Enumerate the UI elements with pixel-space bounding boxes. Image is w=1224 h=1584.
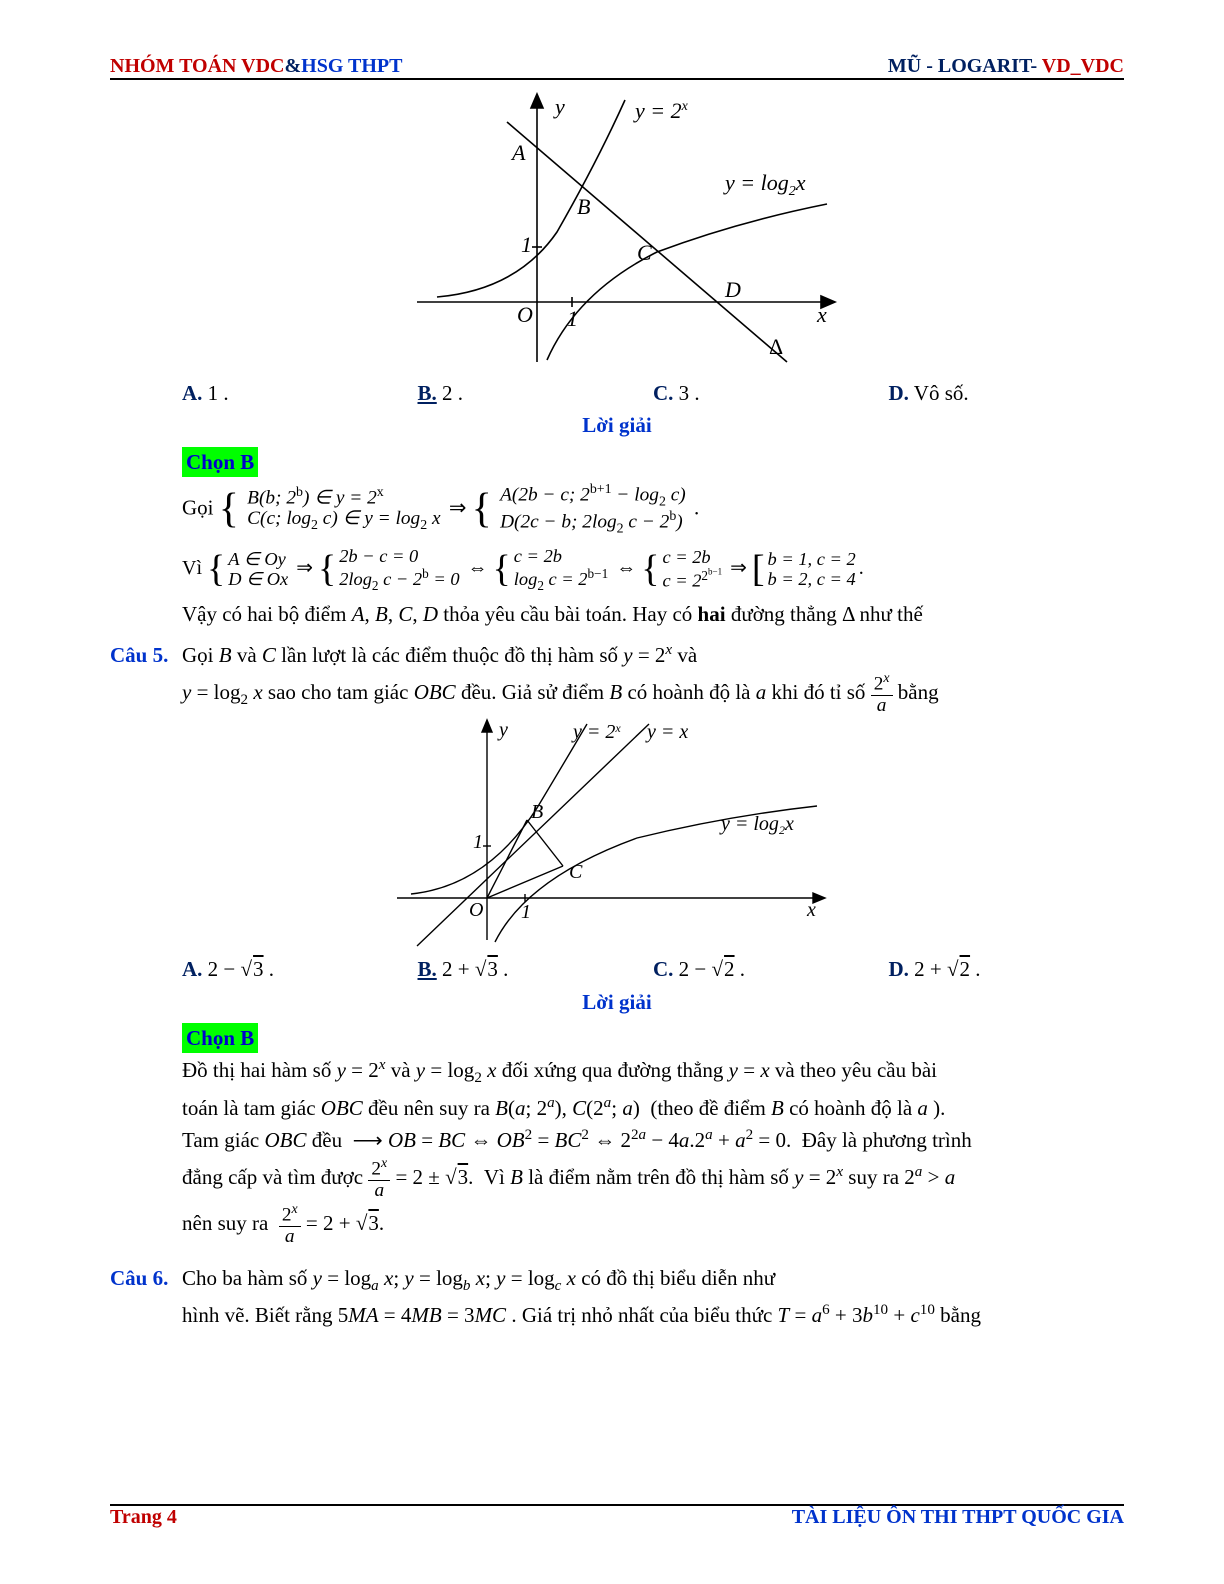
footer-page-number: Trang 4 [110, 1503, 177, 1532]
q5-sol-1: Đồ thị hai hàm số y = 2x và y = log2 x đ… [182, 1055, 1124, 1090]
q5-options: A. 2 − √3 . B. 2 + √3 . C. 2 − √2 . D. 2… [182, 954, 1124, 984]
svg-text:A: A [510, 140, 526, 165]
q4-option-c: C. 3 . [653, 378, 889, 408]
header-topic-1: MŨ - LOGARIT- [888, 55, 1042, 77]
svg-text:C: C [637, 240, 652, 265]
loi-giai-2: Lời giải [110, 987, 1124, 1017]
svg-text:y = log2x: y = log2x [723, 170, 806, 199]
q4-option-b: B. 2 . [418, 378, 654, 408]
svg-text:x: x [806, 899, 816, 921]
svg-text:x: x [816, 302, 827, 327]
q5-option-c: C. 2 − √2 . [653, 954, 889, 984]
content-area: y x O 1 1 A B C D Δ y = 2x y = log2x A. … [110, 92, 1124, 1333]
svg-text:y: y [497, 719, 508, 741]
svg-text:Δ: Δ [769, 334, 783, 359]
svg-text:1: 1 [521, 232, 532, 257]
svg-text:C: C [569, 861, 583, 883]
q5-sol-5: nên suy ra 2xa = 2 + √3. [182, 1203, 1124, 1247]
svg-text:1: 1 [567, 306, 578, 331]
svg-text:1: 1 [521, 901, 531, 923]
q5-option-a: A. 2 − √3 . [182, 954, 418, 984]
header-group-name: NHÓM TOÁN VDC [110, 55, 284, 77]
q4-option-d: D. Vô số. [889, 378, 1125, 408]
q5-label: Câu 5. [110, 640, 182, 670]
q5-sol-3: Tam giác OBC đều ⟶ OB = BC ⇔ OB2 = BC2 ⇔… [182, 1125, 1124, 1155]
svg-text:y: y [553, 94, 565, 119]
svg-text:y = x: y = x [645, 721, 688, 743]
svg-text:B: B [531, 801, 543, 823]
header-amp: & [284, 55, 301, 77]
q5-sol-2: toán là tam giác OBC đều nên suy ra B(a;… [182, 1093, 1124, 1123]
q4-sol-line2: Vì {A ∈ OyD ∈ Ox ⇒ {2b − c = 02log2 c − … [182, 542, 1124, 597]
svg-text:1: 1 [473, 831, 483, 853]
q4-sol-line3: Vậy có hai bộ điểm A, B, C, D thỏa yêu c… [182, 599, 1124, 629]
q5-option-d: D. 2 + √2 . [889, 954, 1125, 984]
question-5: Câu 5. Gọi B và C lần lượt là các điểm t… [110, 640, 1124, 670]
svg-text:y = 2x: y = 2x [633, 98, 689, 123]
q6-body: Cho ba hàm số y = loga x; y = logb x; y … [182, 1263, 1124, 1298]
figure-2: y x O 1 1 B C y = 2x y = x y = log2x [377, 718, 857, 948]
svg-text:B: B [577, 194, 590, 219]
q4-sol-line1: Gọi { B(b; 2b) ∈ y = 2x C(c; log2 c) ∈ y… [182, 479, 1124, 540]
svg-text:y = 2x: y = 2x [571, 721, 621, 743]
footer-doc-title: TÀI LIỆU ÔN THI THPT QUỐC GIA [792, 1503, 1124, 1532]
q5-option-b: B. 2 + √3 . [418, 954, 654, 984]
q4-option-a: A. 1 . [182, 378, 418, 408]
q5-sol-4: đẳng cấp và tìm được 2xa = 2 ± √3. Vì B … [182, 1157, 1124, 1201]
q5-body: Gọi B và C lần lượt là các điểm thuộc đồ… [182, 640, 1124, 670]
page: NHÓM TOÁN VDC&HSG THPT MŨ - LOGARIT- VD_… [0, 0, 1224, 1584]
svg-text:O: O [469, 899, 483, 921]
loi-giai-1: Lời giải [110, 410, 1124, 440]
header-right: MŨ - LOGARIT- VD_VDC [888, 52, 1124, 81]
header-group-suffix: HSG THPT [301, 55, 402, 77]
chon-b-2: Chọn B [182, 1023, 258, 1053]
svg-text:y = log2x: y = log2x [719, 813, 794, 837]
header-left: NHÓM TOÁN VDC&HSG THPT [110, 52, 402, 81]
q6-text2: hình vẽ. Biết rằng 5MA = 4MB = 3MC . Giá… [182, 1300, 1124, 1330]
chon-b-1: Chọn B [182, 447, 258, 477]
svg-text:O: O [517, 302, 533, 327]
question-6: Câu 6. Cho ba hàm số y = loga x; y = log… [110, 1263, 1124, 1298]
q6-label: Câu 6. [110, 1263, 182, 1298]
figure-1: y x O 1 1 A B C D Δ y = 2x y = log2x [357, 92, 877, 372]
svg-text:D: D [724, 277, 741, 302]
q4-options: A. 1 . B. 2 . C. 3 . D. Vô số. [182, 378, 1124, 408]
header-topic-2: VD_VDC [1042, 55, 1124, 77]
q5-text2: y = log2 x sao cho tam giác OBC đều. Giả… [182, 672, 1124, 716]
